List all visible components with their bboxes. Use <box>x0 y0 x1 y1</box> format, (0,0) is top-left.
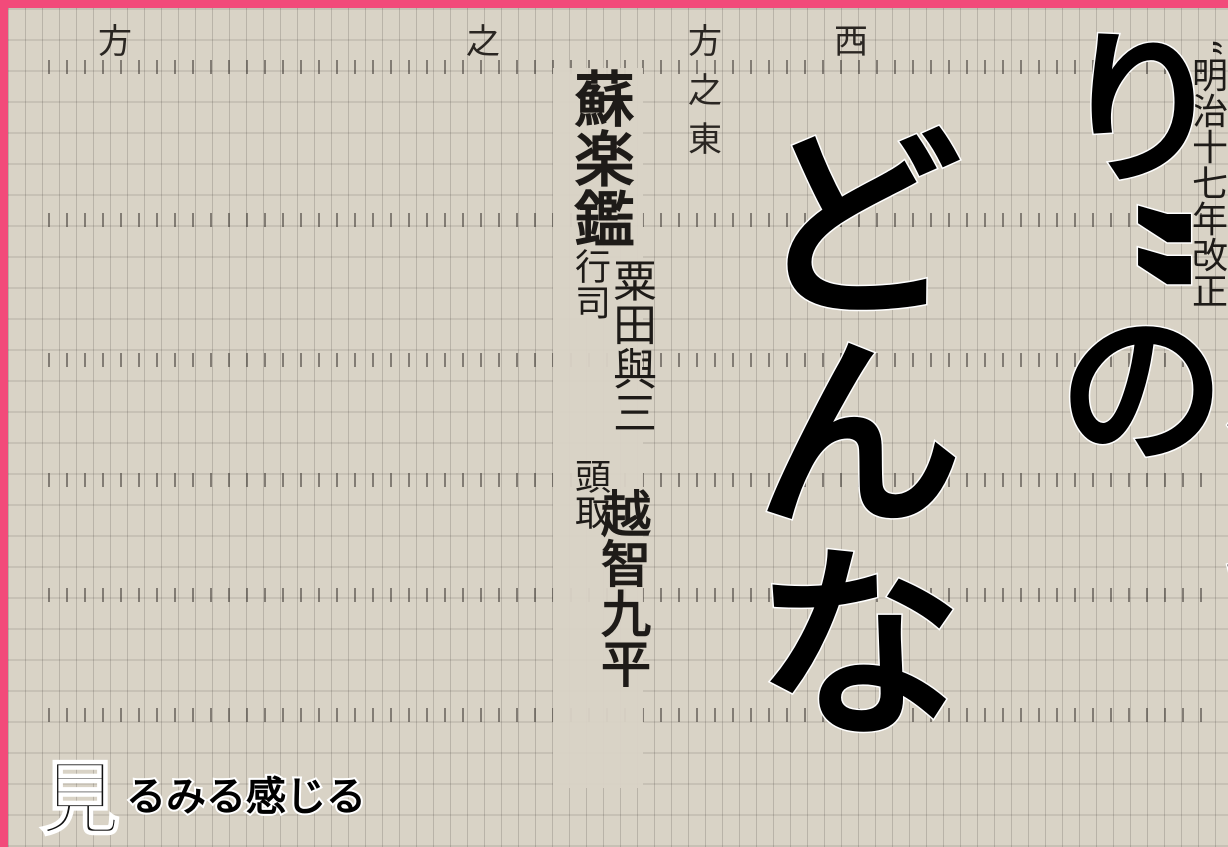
banzuke-print: 方 之 西 方 之 東 蘇楽鑑 行司 粟田與三 頭取 越智九平 “明治十七年改正 <box>8 8 1228 847</box>
center-column: 蘇楽鑑 <box>553 68 643 788</box>
print-subtitle: “明治十七年改正 <box>1186 38 1227 309</box>
header-west: 方 之 西 <box>98 22 1018 62</box>
overlay-text: “一枚摺り”の <box>1025 19 1228 644</box>
overlay-text: どんな <box>717 114 965 747</box>
logo-text: るみる感じる <box>124 772 368 822</box>
print-title: 蘇楽鑑 <box>564 68 634 248</box>
logo-icon: 見 <box>39 751 121 847</box>
referee-name: 粟田與三 <box>605 258 656 434</box>
referee-label: 行司 <box>569 248 610 320</box>
logo: 見 るみる感じる <box>39 735 368 847</box>
chief-name: 越智九平 <box>593 488 652 688</box>
header-east: 方 之 東 <box>688 22 1056 160</box>
print-rule <box>48 60 1208 74</box>
chief-label: 頭取 <box>569 458 610 530</box>
